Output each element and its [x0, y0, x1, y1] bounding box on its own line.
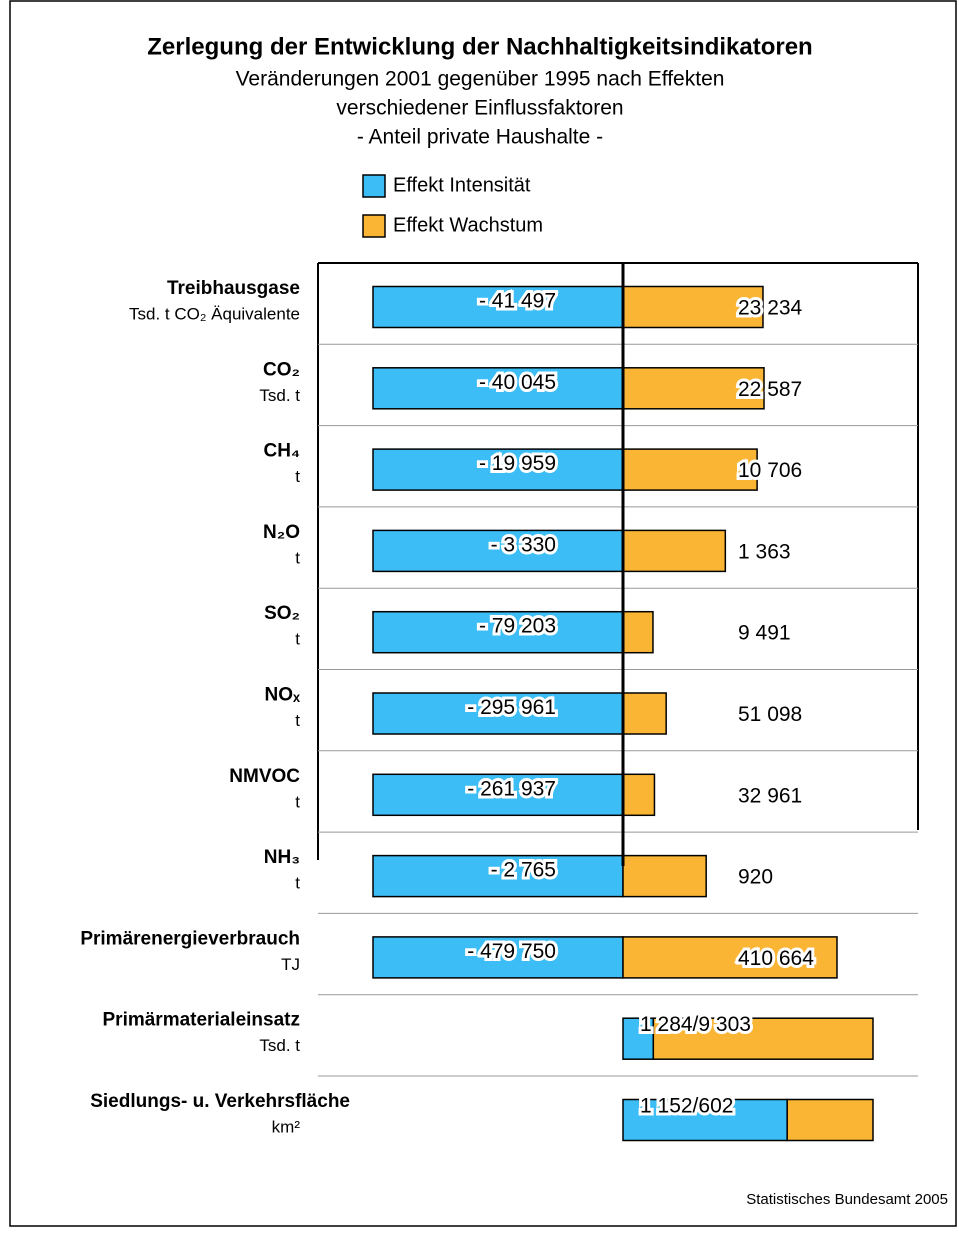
- bar: [652, 1017, 874, 1060]
- legend-swatch: [362, 174, 386, 198]
- value-label: - 41 497: [479, 290, 556, 313]
- legend-swatch: [362, 214, 386, 238]
- row-label: NH₃: [264, 847, 300, 868]
- row-label: NMVOC: [229, 766, 300, 787]
- bar: [372, 692, 624, 735]
- value-label: - 19 959: [479, 452, 556, 475]
- row-unit: km²: [272, 1117, 301, 1136]
- subtitle: - Anteil private Haushalte -: [357, 126, 603, 149]
- bar: [372, 854, 624, 898]
- row-unit: t: [295, 711, 300, 730]
- value-label: 32 961: [738, 784, 802, 807]
- row-unit: t: [295, 874, 300, 893]
- bar: [622, 1017, 655, 1060]
- row-label: Primärenergieverbrauch: [80, 928, 300, 949]
- value-label: 23 234: [738, 297, 803, 320]
- bar: [786, 1098, 874, 1142]
- bar: [622, 367, 765, 410]
- value-label: 1 284/9 303: [640, 1013, 751, 1036]
- value-label: 9 491: [738, 622, 791, 645]
- legend-label: Effekt Intensität: [393, 174, 531, 196]
- value-label: - 295 961: [467, 696, 556, 719]
- row-label: CH₄: [264, 441, 301, 462]
- bar: [622, 854, 707, 898]
- value-label: - 479 750: [467, 940, 556, 963]
- row-unit: t: [295, 630, 300, 649]
- bar: [622, 1098, 788, 1142]
- value-label: - 40 045: [479, 371, 556, 394]
- bar: [372, 285, 624, 329]
- value-label: 1 363: [738, 540, 791, 563]
- row-label: N₂O: [263, 522, 300, 543]
- row-unit: t: [295, 548, 300, 567]
- bar: [622, 936, 838, 979]
- row-unit: Tsd. t CO₂ Äquivalente: [129, 304, 300, 323]
- source: Statistisches Bundesamt 2005: [746, 1191, 948, 1208]
- value-label: - 2 765: [491, 859, 556, 882]
- bar: [372, 773, 624, 817]
- bar: [622, 285, 764, 329]
- value-label: 22 587: [738, 378, 802, 401]
- value-label: - 261 937: [467, 777, 556, 800]
- row-unit: t: [295, 467, 300, 486]
- bar: [372, 610, 624, 654]
- bar: [622, 692, 667, 735]
- bar: [622, 773, 656, 817]
- value-label: 410 664: [738, 947, 814, 970]
- value-label: 920: [738, 866, 773, 889]
- row-label: Siedlungs- u. Verkehrsfläche: [90, 1091, 350, 1112]
- bar: [622, 529, 727, 573]
- row-unit: Tsd. t: [259, 386, 300, 405]
- row-label: NOₓ: [265, 685, 301, 706]
- value-label: 10 706: [738, 459, 802, 482]
- row-label: CO₂: [263, 359, 300, 380]
- row-label: SO₂: [264, 603, 300, 624]
- value-label: - 79 203: [479, 615, 556, 638]
- subtitle: Veränderungen 2001 gegenüber 1995 nach E…: [236, 68, 725, 91]
- value-label: - 3 330: [491, 533, 556, 556]
- bar: [622, 448, 758, 491]
- row-label: Treibhausgase: [167, 278, 300, 299]
- bar: [372, 448, 624, 491]
- value-label: 51 098: [738, 703, 802, 726]
- row-unit: t: [295, 792, 300, 811]
- bar: [622, 610, 654, 654]
- subtitle: verschiedener Einflussfaktoren: [336, 97, 623, 120]
- chart-title: Zerlegung der Entwicklung der Nachhaltig…: [147, 33, 812, 60]
- row-label: Primärmaterialeinsatz: [103, 1010, 301, 1031]
- row-unit: TJ: [281, 955, 300, 974]
- legend-label: Effekt Wachstum: [393, 214, 543, 236]
- row-unit: Tsd. t: [259, 1036, 300, 1055]
- value-label: 1 152/602: [640, 1095, 733, 1118]
